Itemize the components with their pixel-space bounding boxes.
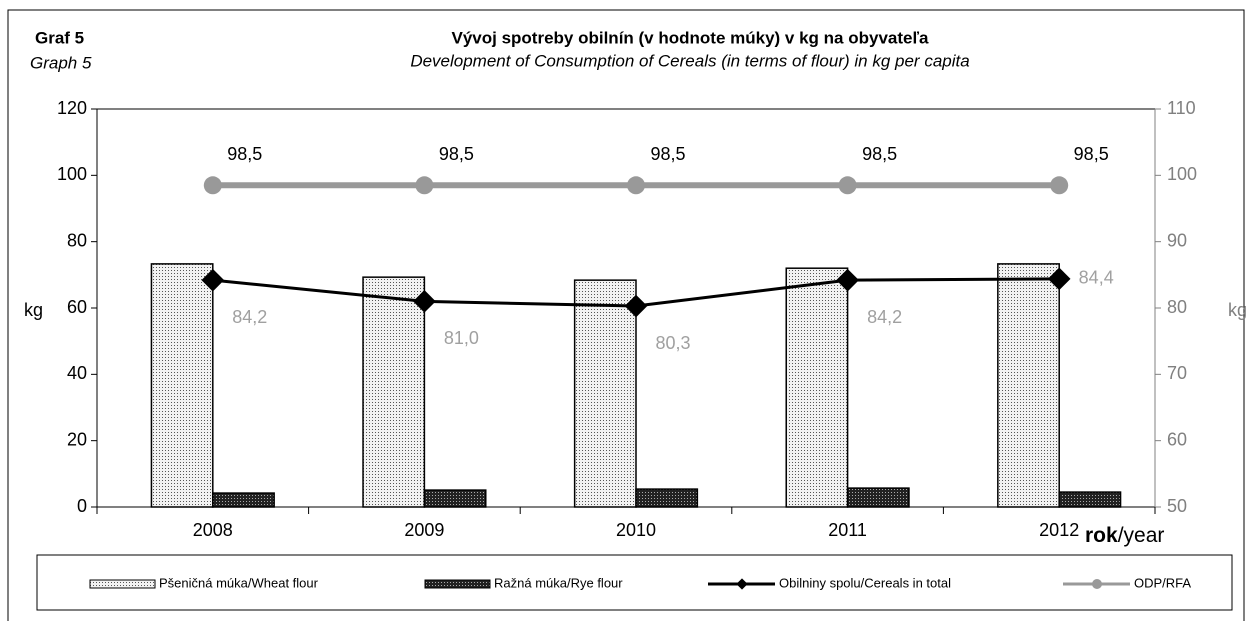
legend-marker — [1092, 579, 1102, 589]
chart-title: Vývoj spotreby obilnín (v hodnote múky) … — [452, 28, 930, 47]
y-tick-label: 120 — [57, 98, 87, 118]
marker — [415, 176, 434, 195]
bar — [423, 489, 487, 508]
y-tick-label: 20 — [67, 429, 87, 449]
legend-marker — [736, 578, 748, 590]
x-axis-label-bold: rok — [1085, 524, 1118, 547]
x-tick-label: 2008 — [193, 520, 233, 540]
legend-label: ODP/RFA — [1134, 575, 1191, 590]
marker — [838, 176, 857, 195]
y-tick-label: 40 — [67, 363, 87, 383]
x-axis-label-rest: /year — [1118, 524, 1165, 547]
value-label: 98,5 — [439, 144, 474, 164]
marker — [1047, 267, 1071, 291]
value-label: 84,2 — [232, 307, 267, 327]
bar — [150, 263, 214, 508]
y2-tick-label: 110 — [1167, 98, 1196, 118]
legend-label: Pšeničná múka/Wheat flour — [159, 575, 319, 590]
y-tick-label: 100 — [57, 164, 87, 184]
y2-tick-label: 90 — [1167, 230, 1187, 250]
y-tick-label: 80 — [67, 230, 87, 250]
chart-subtitle: Development of Consumption of Cereals (i… — [410, 51, 969, 70]
y2-tick-label: 70 — [1167, 363, 1187, 383]
value-label: 84,2 — [867, 307, 902, 327]
value-label: 81,0 — [444, 328, 479, 348]
legend-swatch — [89, 579, 156, 589]
legend-swatch — [424, 579, 491, 589]
x-axis-label: rok/year — [1085, 524, 1164, 547]
y2-tick-label: 100 — [1167, 164, 1197, 184]
marker — [624, 294, 648, 318]
bar — [997, 263, 1060, 508]
frame — [7, 9, 1245, 626]
value-label: 84,4 — [1079, 268, 1114, 288]
x-tick-label: 2011 — [828, 520, 867, 540]
bar — [573, 279, 637, 508]
graph-label-en: Graph 5 — [30, 53, 92, 72]
y2-tick-label: 60 — [1167, 429, 1187, 449]
bar — [362, 276, 426, 508]
marker — [836, 268, 859, 292]
y2-axis-label: kg — [1228, 300, 1247, 320]
marker — [413, 290, 436, 313]
value-label: 98,5 — [1074, 144, 1109, 164]
bar — [635, 488, 699, 508]
x-tick-label: 2012 — [1039, 520, 1079, 540]
bar — [212, 492, 275, 508]
y-tick-label: 0 — [77, 496, 87, 516]
bar — [846, 487, 910, 508]
marker — [1050, 176, 1069, 195]
legend-label: Ražná múka/Rye flour — [494, 575, 623, 590]
graph-label: Graf 5 — [35, 28, 84, 47]
legend-label: Obilniny spolu/Cereals in total — [779, 575, 951, 590]
marker — [203, 176, 222, 195]
y-axis-label: kg — [24, 300, 43, 320]
value-label: 80,3 — [655, 333, 690, 353]
y-tick-label: 60 — [67, 297, 87, 317]
bar — [1058, 491, 1122, 508]
y2-tick-label: 80 — [1167, 297, 1187, 317]
x-tick-label: 2010 — [616, 520, 656, 540]
value-label: 98,5 — [862, 144, 897, 164]
legend — [36, 554, 1233, 611]
y2-tick-label: 50 — [1167, 496, 1187, 516]
value-label: 98,5 — [227, 144, 262, 164]
value-label: 98,5 — [650, 144, 685, 164]
marker — [627, 176, 645, 195]
bar — [785, 267, 849, 508]
x-tick-label: 2009 — [404, 520, 444, 540]
